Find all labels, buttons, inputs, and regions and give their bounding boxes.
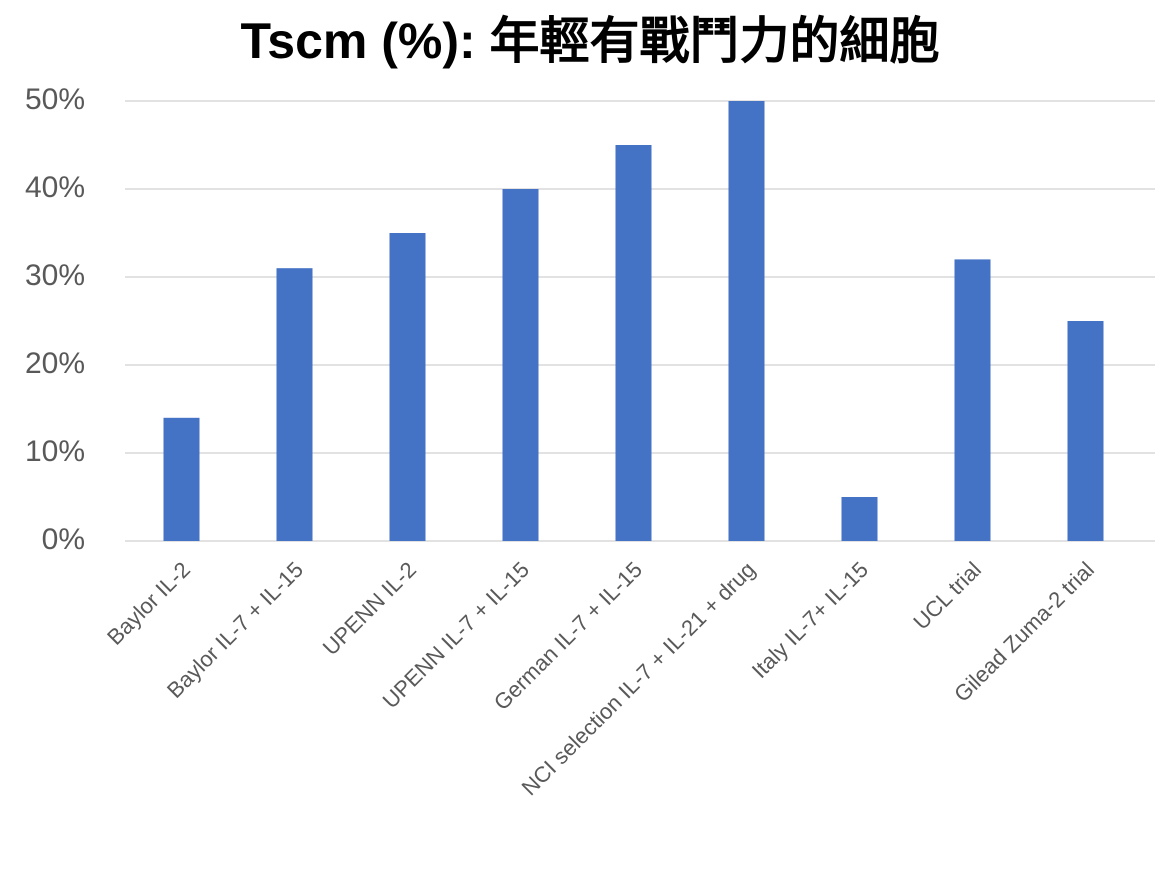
bar: [276, 268, 313, 541]
y-tick-label: 30%: [25, 259, 85, 292]
y-tick-label: 20%: [25, 347, 85, 380]
y-tick-label: 0%: [42, 523, 85, 556]
x-tick-label: Italy IL-7+ IL-15: [747, 557, 873, 683]
bar: [1067, 321, 1104, 541]
bar: [502, 189, 539, 541]
x-tick-label: NCI selection IL-7 + IL-21 + drug: [517, 557, 760, 800]
x-tick-label: Baylor IL-2: [102, 557, 195, 650]
y-tick-label: 50%: [25, 83, 85, 116]
bar: [728, 101, 765, 541]
bar: [841, 497, 878, 541]
bar: [615, 145, 652, 541]
y-tick-label: 40%: [25, 171, 85, 204]
y-tick-label: 10%: [25, 435, 85, 468]
bar: [163, 417, 200, 541]
chart-title: Tscm (%): 年輕有戰鬥力的細胞: [240, 13, 939, 69]
bar: [389, 233, 426, 541]
bar: [954, 259, 991, 541]
x-tick-label: UCL trial: [908, 557, 986, 635]
x-tick-label: UPENN IL-2: [318, 557, 421, 660]
